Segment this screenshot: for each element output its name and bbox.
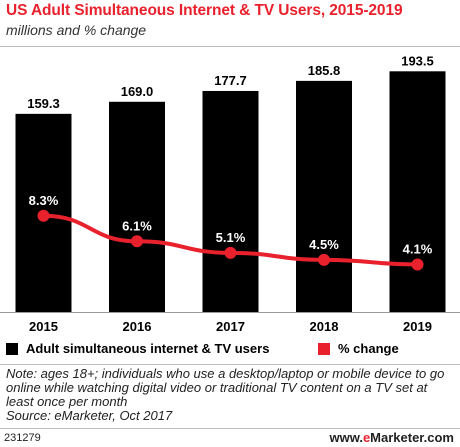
x-tick-2018: 2018 (310, 319, 339, 334)
point-2015 (37, 209, 50, 222)
bar-label-2018: 185.8 (308, 63, 341, 78)
chart-area: 159.3 169.0 177.7 185.8 193.5 8.3% 6.1% 5.1% 4.… (0, 53, 460, 334)
point-2018 (318, 253, 330, 266)
note-divider (0, 364, 460, 365)
bar-label-2019: 193.5 (401, 53, 434, 68)
bar-2019 (389, 71, 446, 313)
footer-divider (0, 428, 460, 429)
x-tick-2015: 2015 (29, 319, 58, 334)
point-label-2017: 5.1% (216, 230, 246, 245)
legend-swatch-bars (6, 342, 18, 355)
legend-label-line: % change (338, 341, 399, 356)
x-tick-2019: 2019 (403, 319, 432, 334)
chart-id: 231279 (4, 432, 41, 444)
footer: 231279 www.eMarketer.com (0, 430, 460, 447)
point-label-2019: 4.1% (403, 241, 433, 256)
brand-prefix: www. (329, 430, 363, 445)
point-label-2018: 4.5% (309, 237, 339, 252)
bar-label-2016: 169.0 (121, 84, 154, 99)
point-2016 (131, 235, 143, 248)
brand-e: e (362, 430, 371, 445)
x-tick-2017: 2017 (216, 319, 245, 334)
chart-subtitle: millions and % change (6, 22, 147, 38)
brand-suffix: Marketer.com (370, 430, 454, 445)
brand-logo[interactable]: www.eMarketer.com (329, 430, 454, 445)
legend: Adult simultaneous internet & TV users %… (0, 339, 460, 361)
line-layer: 8.3% 6.1% 5.1% 4.5% 4.1% (29, 193, 433, 271)
bar-label-2015: 159.3 (27, 96, 60, 111)
bar-2017 (202, 90, 259, 312)
bars-layer: 159.3 169.0 177.7 185.8 193.5 (15, 53, 446, 313)
x-tick-2016: 2016 (123, 319, 152, 334)
legend-label-bars: Adult simultaneous internet & TV users (26, 341, 270, 356)
chart-title: US Adult Simultaneous Internet & TV User… (6, 2, 403, 19)
note-text: Note: ages 18+; individuals who use a de… (6, 366, 445, 409)
legend-swatch-line (318, 342, 330, 355)
x-axis: 2015 2016 2017 2018 2019 (0, 312, 460, 334)
point-label-2016: 6.1% (122, 218, 152, 233)
point-2017 (224, 246, 237, 259)
point-label-2015: 8.3% (29, 193, 59, 208)
legend-item-line: % change (318, 341, 399, 356)
point-2019 (411, 258, 424, 271)
bar-2016 (109, 101, 165, 312)
source-text: Source: eMarketer, Oct 2017 (6, 408, 173, 423)
header-divider (0, 46, 460, 47)
bar-2018 (296, 80, 352, 312)
legend-item-bars: Adult simultaneous internet & TV users (6, 341, 269, 356)
note: Note: ages 18+; individuals who use a de… (6, 367, 458, 423)
bar-label-2017: 177.7 (214, 73, 247, 88)
